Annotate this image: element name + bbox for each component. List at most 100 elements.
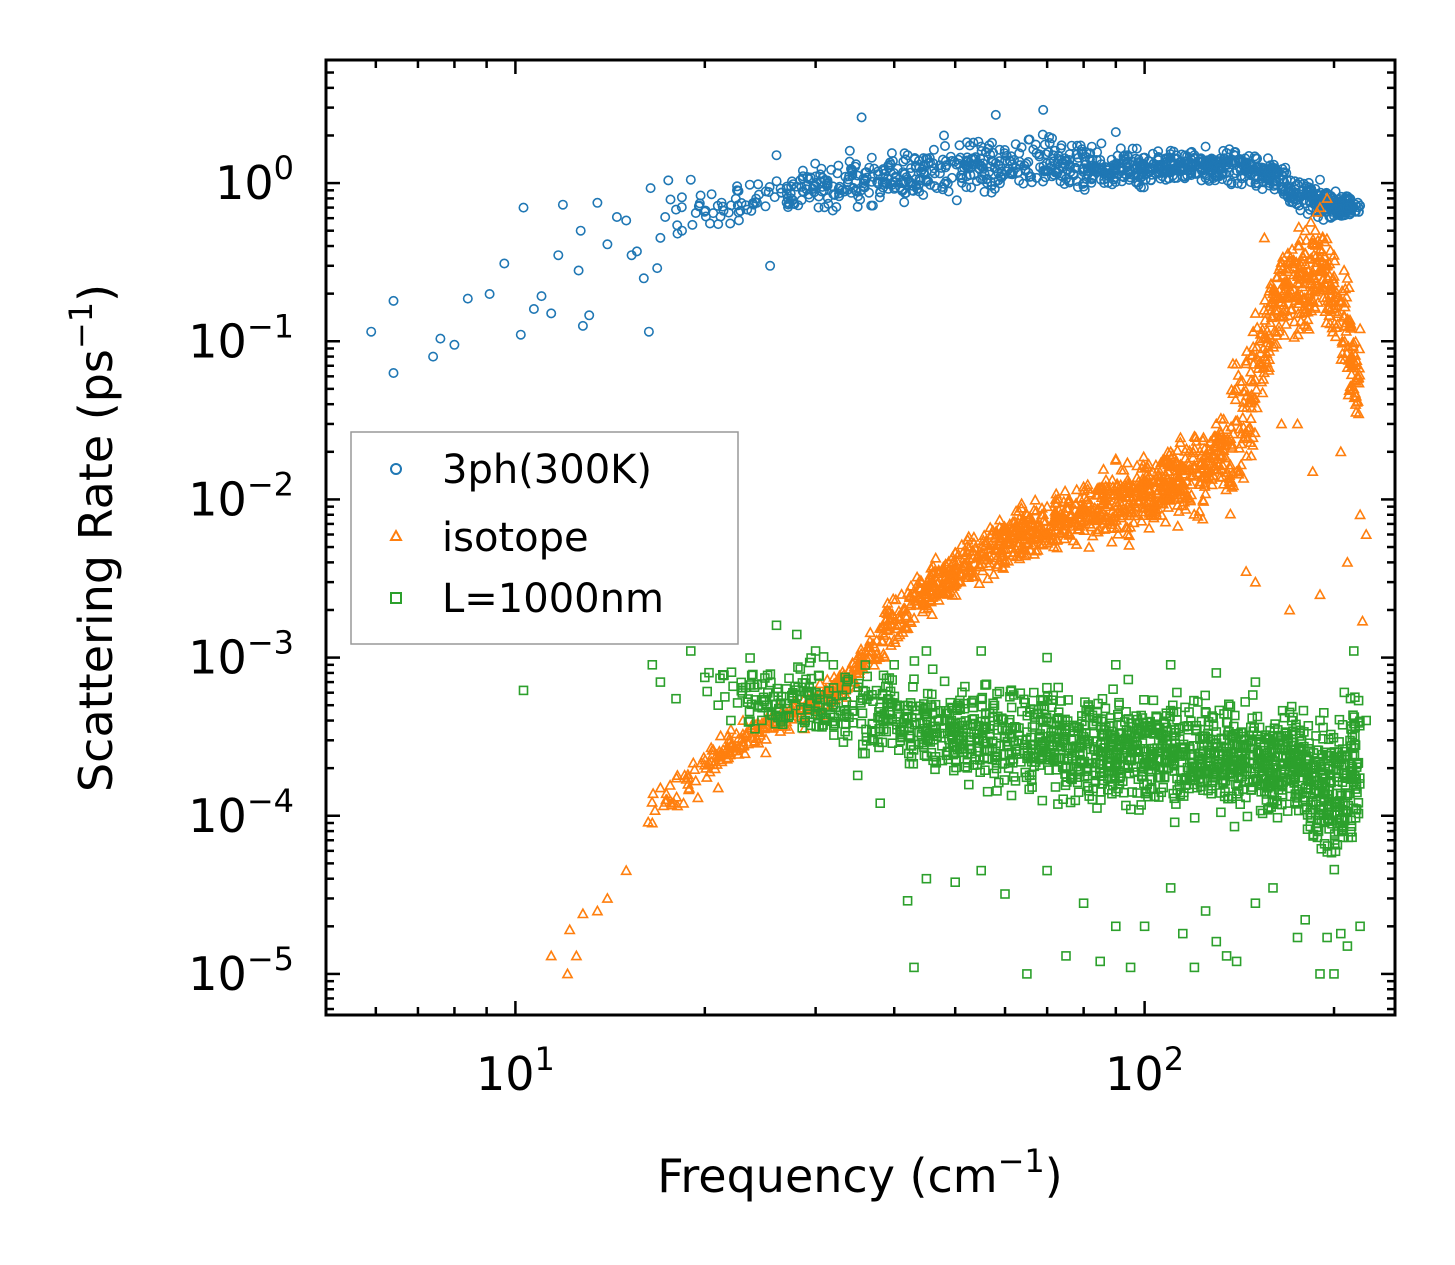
data-point [906,185,917,196]
data-point [943,586,956,598]
data-point [1339,296,1352,308]
data-point [1345,349,1358,360]
data-point [1100,747,1111,758]
data-point [1026,171,1037,182]
data-point [1039,515,1052,527]
data-point [1306,265,1319,276]
data-point [1286,701,1297,712]
data-point [1250,383,1263,395]
data-point [938,130,949,141]
data-point [1041,158,1052,169]
data-point [1189,812,1200,823]
data-point [1298,291,1311,303]
data-point [1302,773,1313,784]
data-point [930,708,941,718]
data-point [771,620,782,631]
data-point [753,702,763,712]
data-point [1236,179,1247,190]
data-point [1050,520,1063,531]
data-point [1146,774,1157,785]
data-point [1306,465,1319,476]
data-point [518,202,529,213]
y-tick-label: 10−1 [188,307,294,368]
data-point [699,672,710,683]
data-point [992,725,1003,735]
data-point [1138,475,1151,486]
data-point [553,250,564,261]
data-point [989,529,1002,540]
data-point [1198,741,1209,751]
data-point [1111,659,1121,670]
data-point [1134,805,1144,815]
data-point [1208,712,1218,723]
data-point [1266,296,1278,308]
data-point [1196,512,1209,524]
data-point [1309,238,1322,250]
data-point [1121,706,1131,717]
data-point [1225,476,1238,488]
data-point [867,200,878,211]
data-point [1208,459,1221,471]
data-point [815,694,826,705]
data-point [1008,545,1021,557]
data-point [681,768,694,779]
data-point [1141,752,1151,762]
data-point [1111,749,1121,760]
data-point [1074,513,1087,525]
data-point [1329,799,1340,809]
data-point [977,701,987,712]
data-point [1197,767,1207,778]
data-point [1280,278,1293,290]
data-point [1230,382,1243,394]
data-point [1056,696,1066,706]
data-point [904,590,916,601]
data-point [1185,478,1198,489]
data-point [1294,805,1304,816]
data-point [844,156,855,167]
data-point [1311,822,1322,833]
data-point [577,320,588,331]
data-point [1341,556,1354,567]
data-point [922,724,933,734]
data-point [805,720,816,731]
data-point [1334,445,1347,457]
data-point [545,949,558,961]
data-point [1298,306,1311,317]
data-point [868,640,881,652]
data-point [1198,449,1211,461]
data-point [828,670,841,682]
data-point [676,192,687,203]
data-point [1306,812,1317,823]
data-point [1277,705,1288,716]
data-point [840,726,850,737]
data-point [986,137,997,148]
data-point [1062,753,1073,764]
data-point [1165,145,1176,156]
data-point [1200,141,1211,152]
data-point [1303,177,1314,188]
data-point [1336,928,1346,939]
data-point [1000,889,1010,899]
legend: 3ph(300K) isotope L=1000nm [350,431,739,645]
data-point [904,730,915,740]
data-point [518,685,529,696]
data-point [655,232,666,243]
data-point [1353,797,1364,808]
data-point [1009,721,1020,732]
data-point [830,718,841,729]
data-point [1284,251,1297,262]
data-point [592,197,603,208]
data-point [1273,320,1285,332]
data-point [1322,932,1332,943]
data-point [1295,205,1306,216]
data-point [975,755,985,765]
data-point [1352,407,1365,419]
data-point [1136,169,1147,180]
data-point [691,791,704,803]
data-point [1313,212,1324,223]
data-point [1276,170,1287,181]
data-point [1127,516,1140,528]
data-point [1339,282,1352,294]
data-point [1301,320,1314,331]
data-point [875,798,886,809]
